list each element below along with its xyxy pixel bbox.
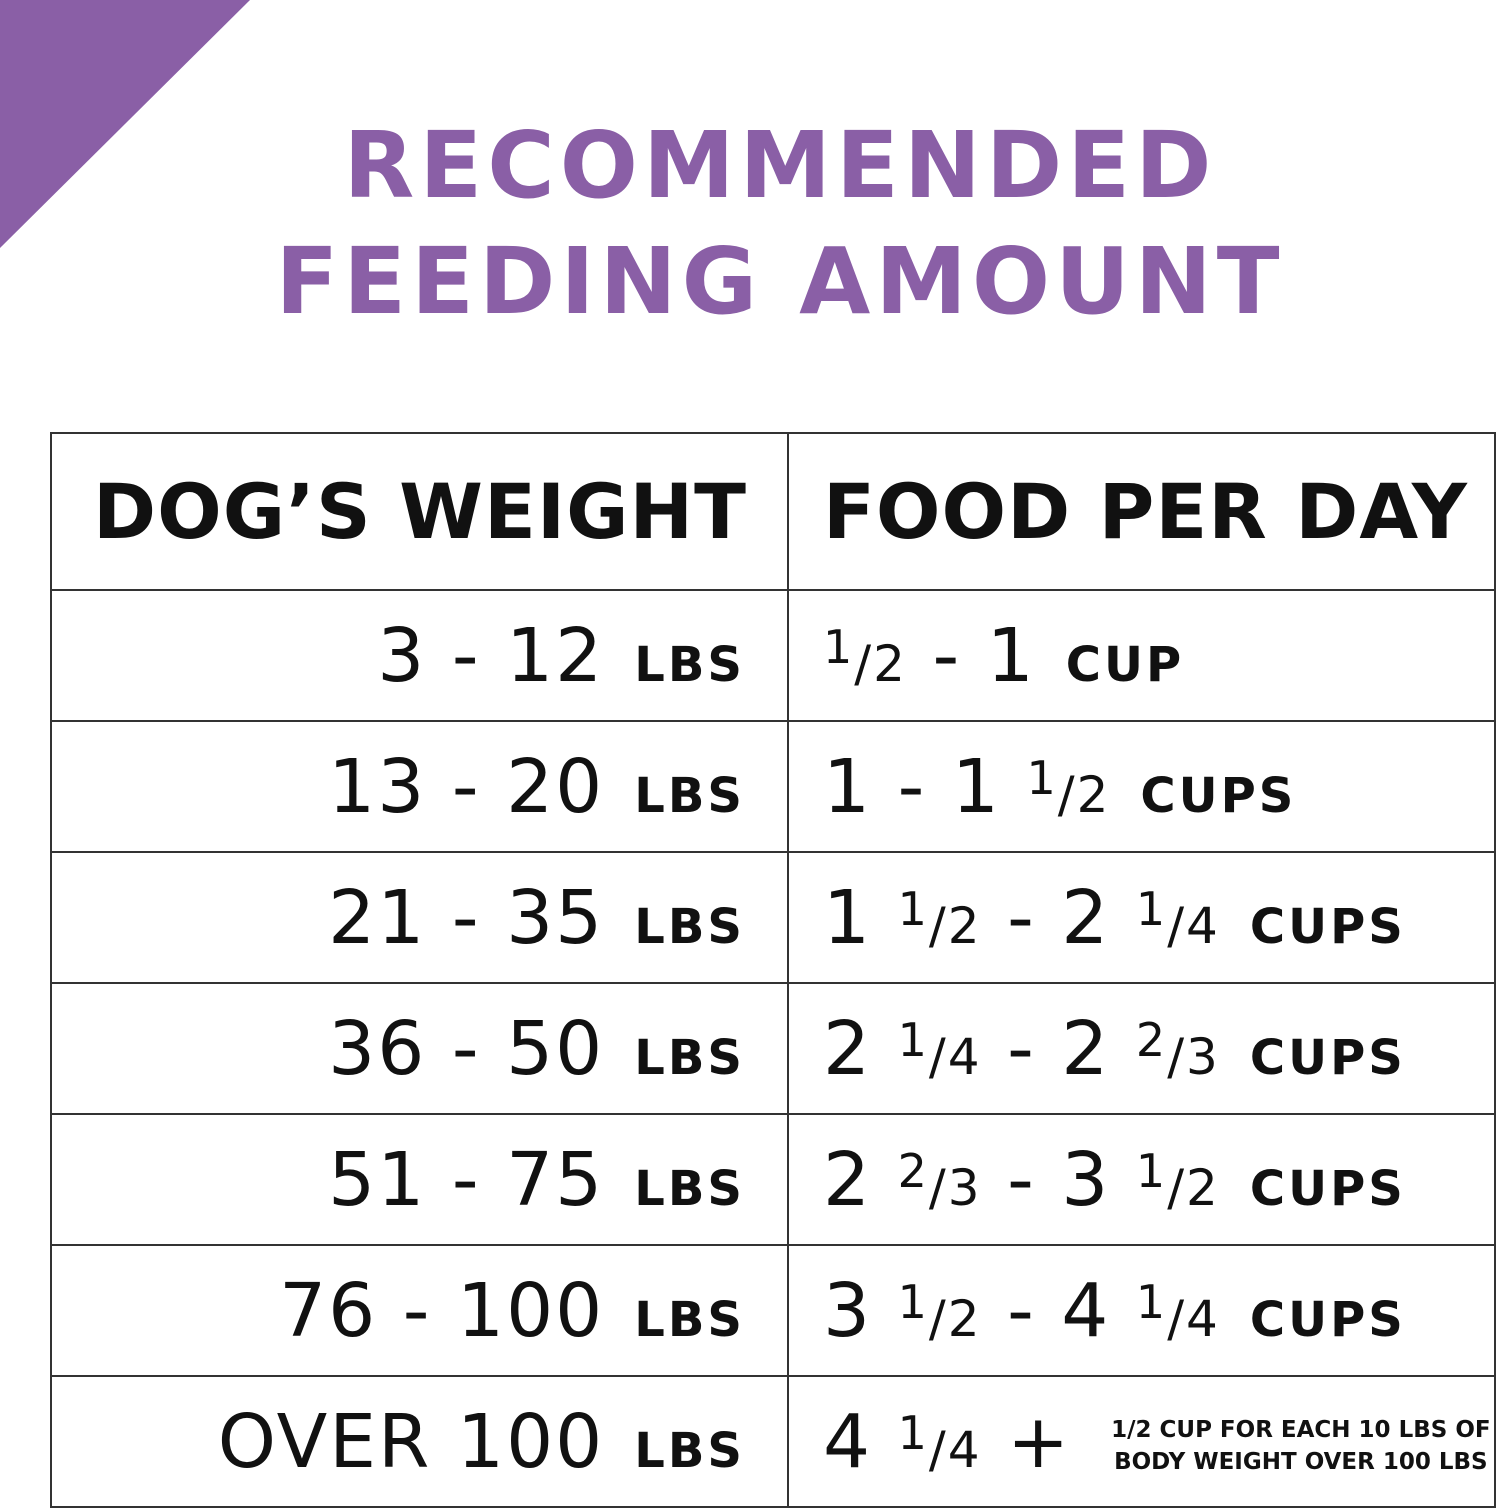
weight-amount: 76 - 100 (279, 1267, 605, 1354)
weight-amount: OVER 100 (217, 1398, 605, 1485)
header-row: DOG’S WEIGHT FOOD PER DAY (50, 432, 1496, 591)
table-row: OVER 100 LBS 4 1/4 + 1/2 CUP FOR EACH 10 LB… (50, 1375, 1496, 1508)
note-line: BODY WEIGHT OVER 100 LBS (1114, 1448, 1488, 1475)
fraction: 1/2 (897, 1274, 982, 1348)
table-row: 13 - 20 LBS 1 - 1 1/2 CUPS (50, 720, 1496, 853)
weight-amount: 21 - 35 (328, 874, 605, 961)
table-row: 3 - 12 LBS 1/2 - 1 CUP (50, 589, 1496, 722)
food-cell: 1 - 1 1/2 CUPS (787, 720, 1496, 853)
fraction: 1/4 (897, 1012, 982, 1086)
triangle (0, 0, 250, 248)
weight-cell: 13 - 20 LBS (50, 720, 789, 853)
feeding-table: DOG’S WEIGHT FOOD PER DAY 3 - 12 LBS 1/2 -… (50, 432, 1496, 1508)
food-unit: CUPS (1249, 1160, 1406, 1217)
weight-unit: LBS (634, 1160, 745, 1217)
weight-unit: LBS (634, 636, 745, 693)
fraction: 1/2 (823, 619, 907, 693)
food-cell: 3 1/2 - 4 1/4 CUPS (787, 1244, 1496, 1377)
food-unit: CUPS (1140, 767, 1297, 824)
table-row: 36 - 50 LBS 2 1/4 - 2 2/3 CUPS (50, 982, 1496, 1115)
fraction: 2/3 (1135, 1012, 1220, 1086)
header-cell: DOG’S WEIGHT (50, 432, 789, 591)
food-cell: 2 1/4 - 2 2/3 CUPS (787, 982, 1496, 1115)
title-line: RECOMMENDED (343, 112, 1217, 219)
food-unit: CUP (1065, 636, 1185, 693)
weight-unit: LBS (634, 1291, 745, 1348)
weight-amount: 13 - 20 (328, 743, 605, 830)
fraction: 1/4 (1135, 881, 1220, 955)
weight-cell: 51 - 75 LBS (50, 1113, 789, 1246)
amount: 1/2 - 1 (823, 612, 1036, 699)
note-line: 1/2 CUP FOR EACH 10 LBS OF (1111, 1416, 1491, 1443)
corner-triangle (0, 0, 250, 248)
title-line: FEEDING AMOUNT (275, 228, 1285, 335)
header-cell: FOOD PER DAY (787, 432, 1496, 591)
food-cell: 4 1/4 + 1/2 CUP FOR EACH 10 LBS OF BODY WE… (787, 1375, 1496, 1508)
food-unit: CUPS (1249, 898, 1406, 955)
table-row: 21 - 35 LBS 1 1/2 - 2 1/4 CUPS (50, 851, 1496, 984)
weight-cell: 21 - 35 LBS (50, 851, 789, 984)
food-note: 1/2 CUP FOR EACH 10 LBS OF BODY WEIGHT OV… (1111, 1414, 1491, 1478)
amount: 2 2/3 - 3 1/2 (823, 1136, 1220, 1223)
weight-unit: LBS (634, 767, 745, 824)
fraction: 1/4 (897, 1405, 982, 1479)
weight-unit: LBS (634, 1029, 745, 1086)
fraction: 1/2 (1135, 1143, 1220, 1217)
food-unit: CUPS (1249, 1291, 1406, 1348)
food-cell: 1/2 - 1 CUP (787, 589, 1496, 722)
fraction: 2/3 (897, 1143, 982, 1217)
amount: 4 1/4 + (823, 1398, 1072, 1485)
weight-cell: 36 - 50 LBS (50, 982, 789, 1115)
table-row: 76 - 100 LBS 3 1/2 - 4 1/4 CUPS (50, 1244, 1496, 1377)
fraction: 1/4 (1135, 1274, 1220, 1348)
fraction: 1/2 (897, 881, 982, 955)
weight-amount: 3 - 12 (377, 612, 605, 699)
weight-amount: 36 - 50 (328, 1005, 605, 1092)
food-cell: 2 2/3 - 3 1/2 CUPS (787, 1113, 1496, 1246)
table-row: 51 - 75 LBS 2 2/3 - 3 1/2 CUPS (50, 1113, 1496, 1246)
amount: 3 1/2 - 4 1/4 (823, 1267, 1220, 1354)
weight-unit: LBS (634, 1422, 745, 1479)
weight-cell: 76 - 100 LBS (50, 1244, 789, 1377)
food-cell: 1 1/2 - 2 1/4 CUPS (787, 851, 1496, 984)
amount: 1 1/2 - 2 1/4 (823, 874, 1220, 961)
weight-amount: 51 - 75 (328, 1136, 605, 1223)
fraction: 1/2 (1026, 750, 1111, 824)
weight-cell: 3 - 12 LBS (50, 589, 789, 722)
weight-cell: OVER 100 LBS (50, 1375, 789, 1508)
weight-unit: LBS (634, 898, 745, 955)
amount: 1 - 1 1/2 (823, 743, 1111, 830)
food-unit: CUPS (1249, 1029, 1406, 1086)
amount: 2 1/4 - 2 2/3 (823, 1005, 1220, 1092)
